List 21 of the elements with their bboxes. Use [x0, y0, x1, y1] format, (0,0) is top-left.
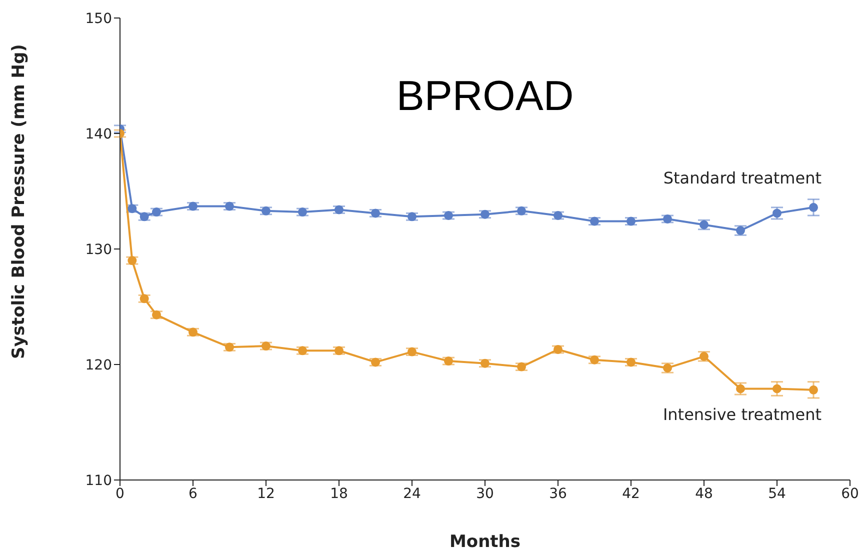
x-tick-label: 42 — [622, 486, 640, 502]
y-axis-title: Systolic Blood Pressure (mm Hg) — [9, 44, 30, 359]
x-axis-title: Months — [449, 532, 521, 551]
text: BPROAD — [395, 72, 575, 120]
y-tick-label: 150 — [85, 10, 112, 27]
y-tick-label: 140 — [85, 126, 112, 142]
x-tick-label: 6 — [188, 486, 198, 502]
y-tick-label: 110 — [85, 472, 112, 489]
series-label: Intensive treatment — [662, 404, 822, 424]
series-label: Standard treatment — [663, 168, 822, 188]
x-tick-label: 30 — [476, 486, 494, 502]
y-tick-label: 120 — [85, 357, 112, 374]
x-tick-label: 12 — [257, 486, 275, 502]
x-tick-label: 24 — [403, 486, 421, 502]
x-tick-label: 0 — [116, 486, 124, 502]
x-tick-label: 36 — [549, 486, 567, 502]
x-tick-label: 18 — [330, 486, 348, 502]
x-tick-label: 48 — [695, 486, 713, 502]
x-tick-label: 54 — [768, 486, 786, 502]
y-tick-label: 130 — [85, 242, 112, 258]
x-tick-label: 60 — [841, 486, 859, 502]
